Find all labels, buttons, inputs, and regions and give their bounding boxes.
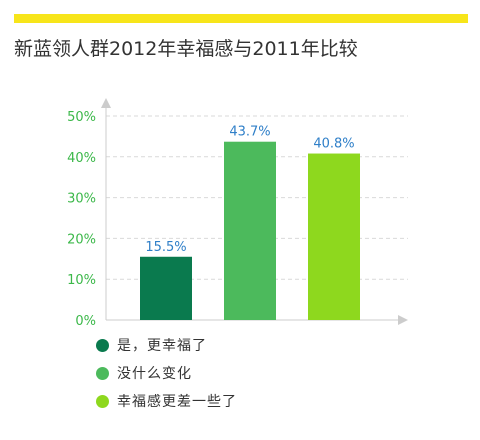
y-axis-arrow bbox=[101, 98, 111, 108]
legend-item: 是，更幸福了 bbox=[96, 336, 237, 354]
data-label: 15.5% bbox=[145, 240, 186, 255]
y-tick-labels: 0% 10% 20% 30% 40% 50% bbox=[67, 110, 96, 329]
legend-swatch-1 bbox=[96, 366, 109, 380]
bars bbox=[140, 141, 360, 320]
y-tick-label: 30% bbox=[67, 192, 96, 207]
data-label: 43.7% bbox=[229, 125, 270, 140]
bar bbox=[224, 141, 276, 320]
legend-label: 是，更幸福了 bbox=[117, 338, 207, 354]
legend-swatch-0 bbox=[96, 338, 109, 352]
bar bbox=[140, 256, 192, 320]
chart-title: 新蓝领人群2012年幸福感与2011年比较 bbox=[14, 38, 358, 60]
y-tick-label: 20% bbox=[67, 232, 96, 247]
legend-label: 没什么变化 bbox=[117, 366, 192, 382]
y-tick-label: 10% bbox=[67, 273, 96, 288]
header-accent-bar bbox=[14, 14, 468, 23]
legend-label: 幸福感更差一些了 bbox=[117, 394, 237, 410]
data-labels: 15.5% 43.7% 40.8% bbox=[145, 125, 354, 255]
y-tick-label: 0% bbox=[75, 314, 96, 329]
data-label: 40.8% bbox=[313, 137, 354, 152]
y-tick-label: 50% bbox=[67, 110, 96, 125]
y-tick-label: 40% bbox=[67, 151, 96, 166]
bar bbox=[308, 153, 360, 320]
legend-item: 幸福感更差一些了 bbox=[96, 392, 237, 410]
x-axis-arrow bbox=[398, 315, 408, 325]
legend: 是，更幸福了 没什么变化 幸福感更差一些了 bbox=[96, 336, 237, 420]
legend-swatch-2 bbox=[96, 394, 109, 408]
legend-item: 没什么变化 bbox=[96, 364, 237, 382]
